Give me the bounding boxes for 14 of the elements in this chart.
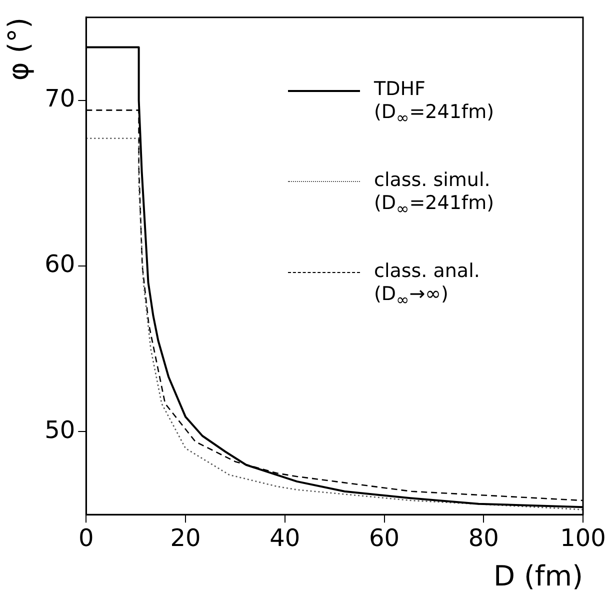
legend-label: class. simul. (D$_{∞}$=241fm) — [374, 168, 496, 220]
legend-label: class. anal. (D$_{∞}$→∞) — [374, 260, 481, 310]
x-tick-label: 20 — [170, 524, 201, 552]
x-tick-label: 60 — [368, 524, 400, 552]
legend-label: TDHF (D$_{∞}$=241fm) — [374, 78, 496, 129]
y-tick-label: 50 — [44, 416, 76, 444]
y-tick-label: 70 — [44, 84, 76, 112]
x-tick-label: 40 — [270, 524, 300, 552]
y-axis-title: φ (°) — [2, 17, 36, 81]
x-tick-label: 0 — [78, 524, 94, 552]
y-tick-label: 60 — [44, 250, 76, 278]
x-tick-label: 100 — [560, 524, 606, 552]
x-axis-title: D (fm) — [494, 559, 583, 592]
x-tick-label: 80 — [468, 524, 499, 552]
